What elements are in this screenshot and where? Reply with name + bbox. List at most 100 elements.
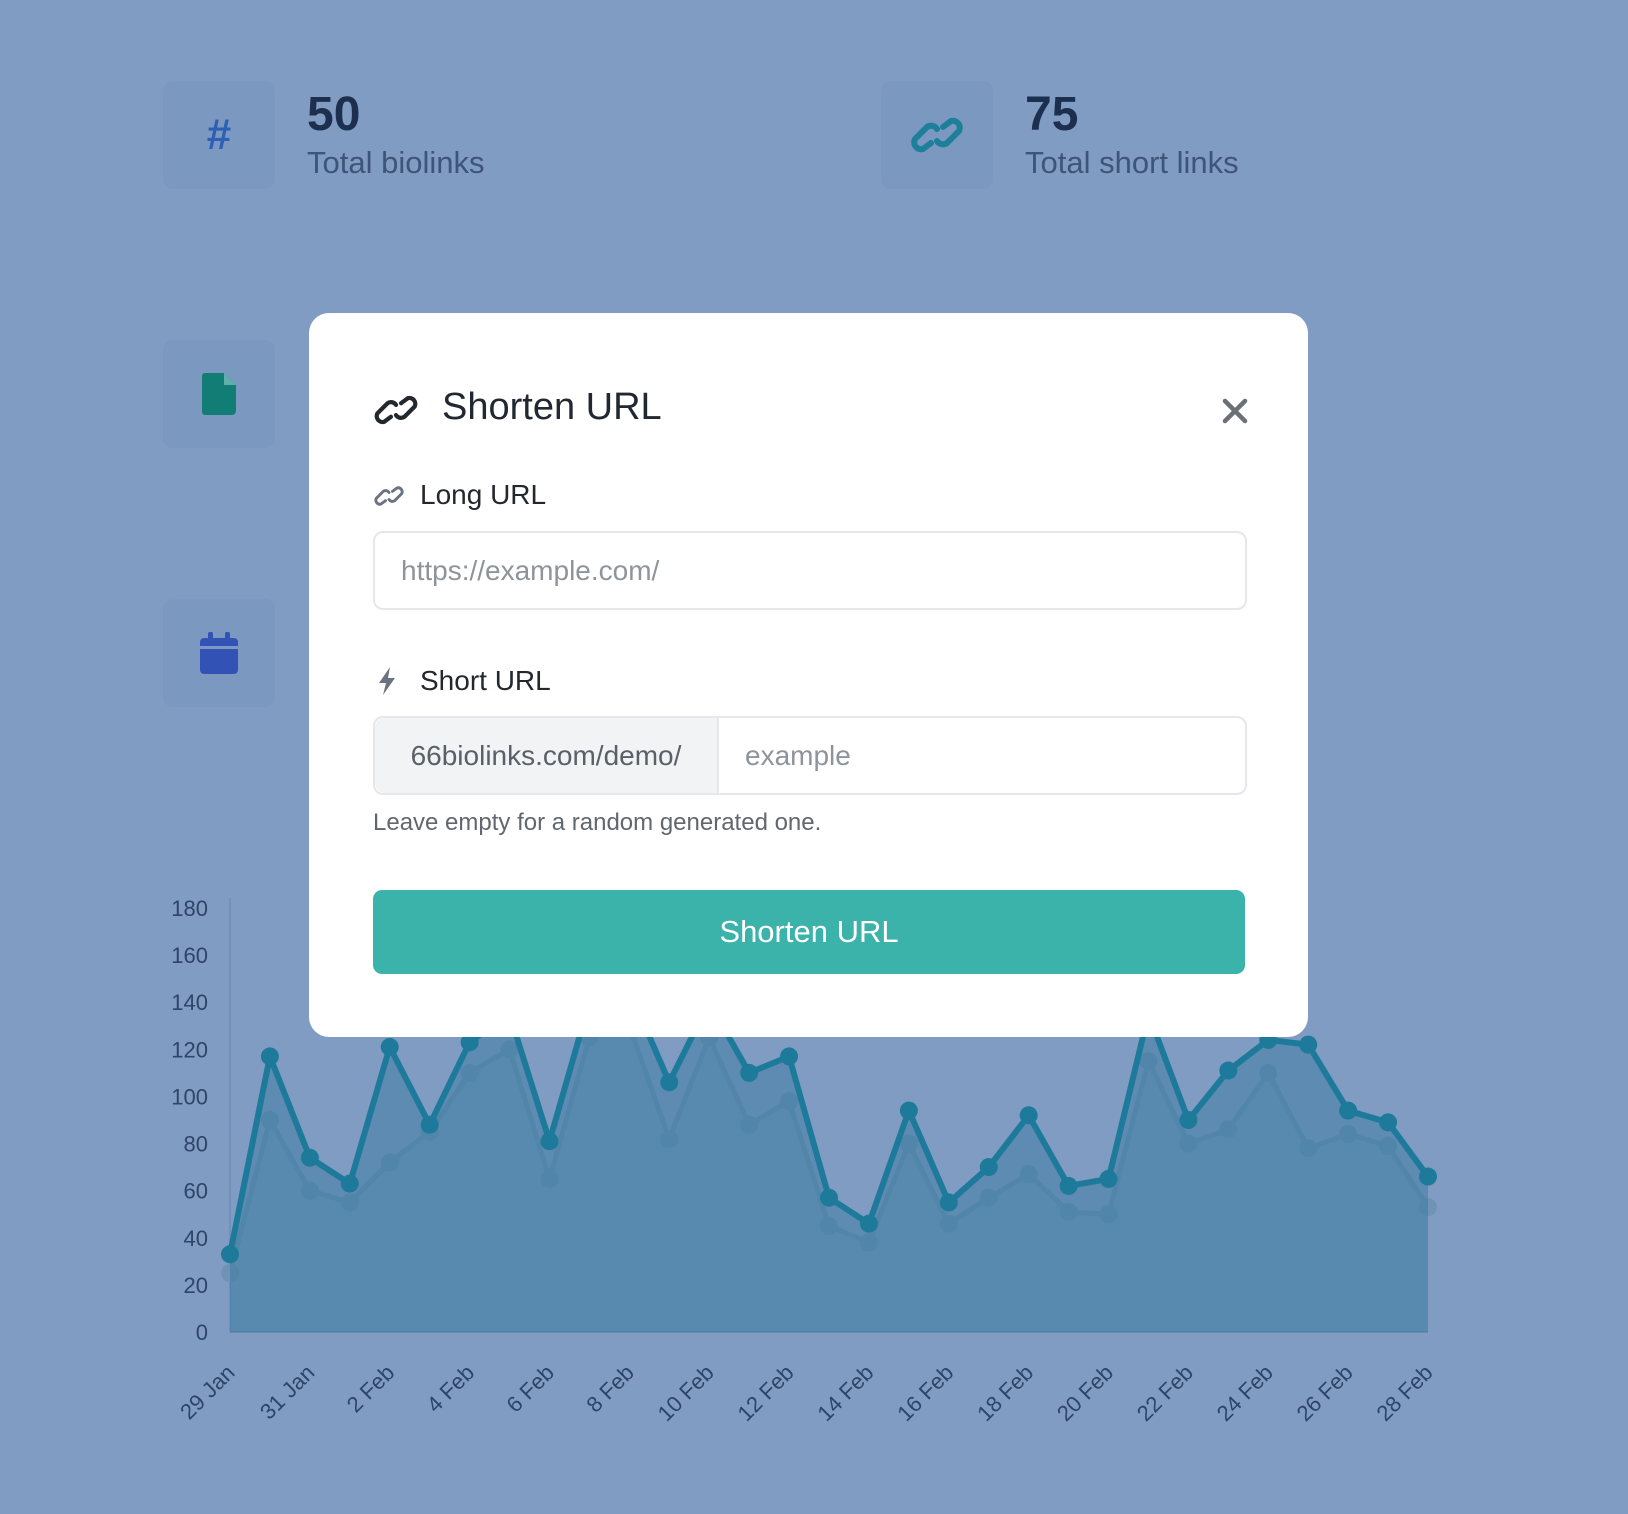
x-tick-label: 12 Feb: [732, 1360, 798, 1426]
data-point: [1379, 1136, 1398, 1155]
x-tick-label: 10 Feb: [653, 1360, 719, 1426]
y-tick-label: 160: [171, 943, 208, 968]
x-tick-label: 26 Feb: [1292, 1360, 1358, 1426]
short-url-label: Short URL: [420, 665, 551, 696]
x-tick-label: 18 Feb: [972, 1360, 1038, 1426]
data-point: [221, 1264, 239, 1283]
data-point: [660, 1129, 679, 1148]
data-point: [1299, 1035, 1318, 1054]
data-point: [939, 1214, 958, 1233]
data-point: [260, 1047, 279, 1066]
x-tick-label: 4 Feb: [422, 1360, 479, 1417]
short-url-help: Leave empty for a random generated one.: [373, 809, 822, 836]
calendar-icon: [163, 599, 275, 707]
data-point: [1339, 1125, 1358, 1144]
data-point: [460, 1033, 479, 1052]
x-tick-label: 29 Jan: [175, 1360, 239, 1424]
hash-icon: #: [163, 81, 275, 189]
data-point: [300, 1148, 319, 1167]
x-tick-label: 16 Feb: [892, 1360, 958, 1426]
x-tick-label: 22 Feb: [1132, 1360, 1198, 1426]
y-tick-label: 20: [184, 1273, 208, 1298]
data-point: [660, 1073, 679, 1092]
x-tick-label: 24 Feb: [1212, 1360, 1278, 1426]
file-icon: [163, 340, 275, 448]
data-point: [899, 1101, 918, 1120]
x-tick-label: 14 Feb: [812, 1360, 878, 1426]
data-point: [820, 1188, 838, 1207]
y-tick-label: 0: [196, 1320, 208, 1345]
data-point: [1019, 1106, 1038, 1125]
data-point: [740, 1115, 759, 1134]
data-point: [460, 1063, 479, 1082]
data-point: [1179, 1111, 1198, 1129]
x-tick-label: 20 Feb: [1052, 1360, 1118, 1426]
data-point: [1339, 1101, 1358, 1120]
x-tick-label: 6 Feb: [502, 1360, 559, 1417]
data-point: [500, 1040, 519, 1059]
y-tick-label: 180: [171, 896, 208, 921]
link-icon: [881, 81, 993, 189]
stat-card-3: [163, 340, 275, 448]
data-point: [820, 1217, 838, 1235]
close-button[interactable]: [1215, 391, 1255, 431]
short-url-input[interactable]: [719, 718, 1245, 793]
data-point: [380, 1153, 399, 1172]
data-point: [1299, 1139, 1318, 1158]
stat-total-biolinks: # 50 Total biolinks: [163, 81, 484, 189]
data-point: [221, 1245, 239, 1264]
data-point: [1179, 1134, 1198, 1153]
y-tick-label: 60: [184, 1179, 208, 1204]
data-point: [260, 1111, 279, 1129]
y-tick-label: 100: [171, 1084, 208, 1109]
y-tick-label: 140: [171, 990, 208, 1015]
series-area: [230, 990, 1428, 1332]
x-tick-label: 31 Jan: [255, 1360, 319, 1424]
data-point: [380, 1037, 399, 1056]
long-url-field: [373, 531, 1247, 610]
link-icon: [374, 393, 418, 432]
data-point: [1099, 1169, 1118, 1188]
data-point: [1259, 1063, 1278, 1082]
data-point: [859, 1214, 878, 1233]
data-point: [340, 1174, 359, 1193]
data-point: [979, 1188, 998, 1207]
data-point: [1139, 1052, 1158, 1071]
data-point: [1059, 1202, 1078, 1221]
data-point: [420, 1115, 439, 1134]
y-tick-label: 40: [184, 1226, 208, 1251]
data-point: [1219, 1061, 1238, 1080]
series-area: [230, 1025, 1428, 1332]
bolt-icon: [377, 667, 397, 700]
data-point: [1379, 1113, 1398, 1132]
data-point: [859, 1233, 878, 1252]
data-point: [780, 1047, 799, 1066]
long-url-label: Long URL: [420, 479, 547, 510]
stat-card-4: [163, 599, 275, 707]
stat-label: Total short links: [1025, 145, 1239, 181]
y-tick-label: 80: [184, 1132, 208, 1157]
stat-label: Total biolinks: [307, 145, 485, 181]
shorten-url-button[interactable]: Shorten URL: [373, 890, 1245, 974]
long-url-input[interactable]: [375, 533, 1245, 608]
data-point: [1219, 1120, 1238, 1139]
x-tick-label: 28 Feb: [1371, 1360, 1437, 1426]
stat-total-short-links: 75 Total short links: [881, 81, 1239, 189]
data-point: [1419, 1198, 1437, 1217]
short-url-field: 66biolinks.com/demo/: [373, 716, 1247, 795]
data-point: [1099, 1205, 1118, 1224]
data-point: [899, 1134, 918, 1153]
data-point: [300, 1181, 319, 1200]
x-tick-label: 2 Feb: [342, 1360, 399, 1417]
data-point: [740, 1063, 759, 1082]
short-url-prefix: 66biolinks.com/demo/: [375, 718, 719, 793]
data-point: [540, 1132, 559, 1151]
data-point: [939, 1193, 958, 1212]
data-point: [540, 1169, 559, 1188]
data-point: [979, 1158, 998, 1177]
modal-title: Shorten URL: [442, 386, 662, 428]
data-point: [1019, 1165, 1038, 1184]
shorten-url-modal: Shorten URL Long URL Short URL 66biolink…: [309, 313, 1308, 1037]
x-tick-label: 8 Feb: [581, 1360, 638, 1417]
